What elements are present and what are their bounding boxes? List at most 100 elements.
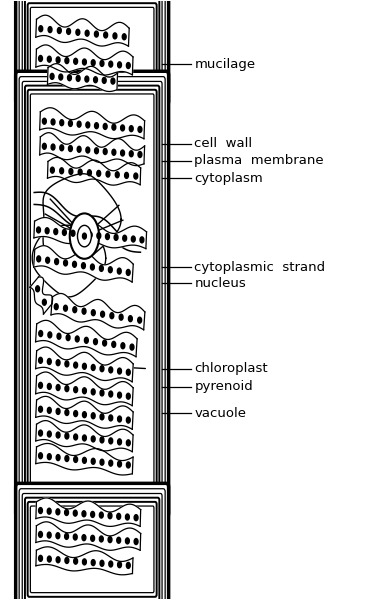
Circle shape: [82, 412, 86, 418]
Circle shape: [65, 455, 69, 461]
Circle shape: [100, 437, 104, 443]
Circle shape: [82, 233, 86, 239]
FancyBboxPatch shape: [22, 493, 162, 600]
Polygon shape: [36, 547, 133, 575]
Circle shape: [82, 457, 86, 463]
Circle shape: [77, 146, 81, 152]
FancyBboxPatch shape: [22, 0, 162, 95]
FancyBboxPatch shape: [16, 71, 168, 517]
Circle shape: [54, 304, 58, 310]
Text: vacuole: vacuole: [194, 407, 247, 420]
Circle shape: [74, 362, 77, 368]
Circle shape: [95, 122, 98, 128]
Circle shape: [39, 532, 42, 538]
Circle shape: [39, 406, 42, 412]
Circle shape: [91, 264, 95, 270]
Circle shape: [82, 263, 86, 269]
Circle shape: [39, 430, 42, 436]
Circle shape: [54, 229, 58, 235]
Circle shape: [100, 560, 104, 566]
Circle shape: [119, 314, 123, 320]
Circle shape: [45, 228, 49, 234]
Circle shape: [113, 33, 117, 39]
Circle shape: [124, 172, 128, 178]
Circle shape: [138, 317, 142, 323]
Circle shape: [47, 359, 51, 365]
FancyBboxPatch shape: [16, 0, 168, 105]
Circle shape: [47, 532, 51, 538]
Circle shape: [71, 230, 75, 236]
Circle shape: [51, 167, 54, 173]
Circle shape: [109, 61, 113, 67]
Circle shape: [117, 392, 121, 398]
Circle shape: [97, 233, 101, 239]
Circle shape: [100, 414, 104, 420]
Circle shape: [121, 343, 125, 349]
Circle shape: [39, 556, 42, 562]
Circle shape: [129, 151, 133, 157]
Polygon shape: [36, 443, 133, 475]
Circle shape: [37, 256, 40, 262]
Circle shape: [117, 268, 121, 274]
Circle shape: [47, 56, 51, 62]
Circle shape: [129, 125, 133, 131]
Circle shape: [47, 508, 51, 514]
Circle shape: [114, 235, 118, 241]
Circle shape: [56, 360, 60, 365]
Circle shape: [111, 78, 115, 84]
Circle shape: [134, 173, 138, 179]
Circle shape: [42, 299, 46, 305]
Polygon shape: [36, 320, 137, 356]
Circle shape: [103, 149, 107, 155]
Circle shape: [82, 511, 86, 517]
Circle shape: [51, 144, 55, 150]
Polygon shape: [36, 498, 141, 526]
Circle shape: [91, 389, 95, 395]
Circle shape: [73, 534, 77, 540]
Circle shape: [109, 391, 113, 397]
Polygon shape: [36, 45, 133, 75]
Circle shape: [68, 146, 72, 152]
Circle shape: [48, 332, 52, 338]
Circle shape: [138, 152, 142, 157]
Circle shape: [122, 34, 126, 40]
Circle shape: [69, 169, 73, 175]
Circle shape: [94, 77, 98, 83]
Circle shape: [109, 438, 113, 444]
Circle shape: [91, 458, 95, 464]
Polygon shape: [36, 372, 133, 406]
Circle shape: [39, 26, 43, 32]
Circle shape: [84, 337, 88, 343]
Circle shape: [56, 509, 60, 515]
Circle shape: [56, 432, 60, 438]
Circle shape: [109, 267, 112, 273]
Circle shape: [82, 59, 86, 65]
Circle shape: [59, 74, 63, 80]
Circle shape: [42, 118, 46, 124]
Circle shape: [106, 171, 110, 177]
Circle shape: [91, 413, 95, 419]
Circle shape: [57, 333, 61, 339]
Circle shape: [100, 512, 103, 518]
Circle shape: [126, 514, 129, 520]
Circle shape: [74, 457, 77, 463]
Circle shape: [74, 558, 77, 564]
Circle shape: [91, 560, 95, 566]
Circle shape: [126, 440, 130, 446]
Circle shape: [86, 147, 90, 153]
Polygon shape: [34, 218, 147, 248]
Polygon shape: [32, 225, 106, 297]
Circle shape: [74, 58, 77, 64]
FancyBboxPatch shape: [25, 0, 159, 91]
Circle shape: [117, 514, 121, 520]
Circle shape: [94, 338, 97, 344]
Circle shape: [100, 536, 103, 542]
Circle shape: [126, 562, 130, 568]
Circle shape: [65, 58, 69, 64]
Circle shape: [117, 537, 121, 543]
Polygon shape: [40, 108, 145, 139]
Circle shape: [68, 121, 72, 127]
Circle shape: [110, 313, 114, 319]
Circle shape: [60, 145, 64, 151]
Circle shape: [117, 62, 121, 68]
